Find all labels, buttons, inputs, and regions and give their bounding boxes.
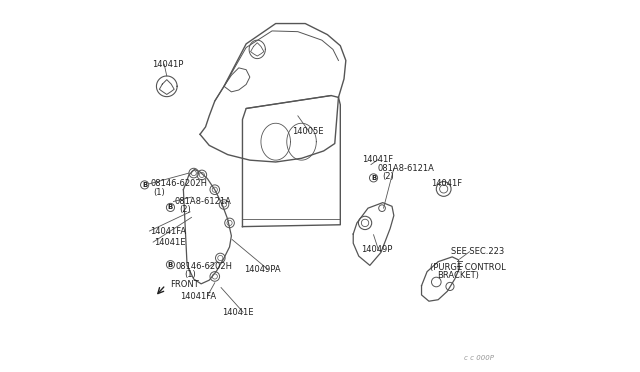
Text: B: B [142,182,147,188]
Text: (1): (1) [153,188,165,197]
Text: 14041FA: 14041FA [150,227,186,235]
Text: 14041F: 14041F [431,179,462,187]
Text: 14041P: 14041P [152,60,184,69]
Text: 14041F: 14041F [362,155,394,164]
Text: B: B [371,175,376,181]
Text: 08146-6202H: 08146-6202H [175,262,232,271]
Text: 14041E: 14041E [222,308,253,317]
Text: B: B [168,262,173,267]
Text: 14005E: 14005E [292,127,324,136]
Text: (2): (2) [179,205,191,215]
Circle shape [141,181,148,189]
Text: 14049P: 14049P [360,245,392,254]
Text: B: B [168,205,173,211]
Text: 14049PA: 14049PA [244,264,281,273]
Circle shape [166,260,175,269]
Text: 081A8-6121A: 081A8-6121A [377,164,434,173]
Text: (2): (2) [382,172,394,181]
Text: 14041E: 14041E [154,238,186,247]
Text: SEE SEC.223: SEE SEC.223 [451,247,504,256]
Text: FRONT: FRONT [170,280,199,289]
Text: 08146-6202H: 08146-6202H [150,179,207,188]
Text: BRACKET): BRACKET) [437,271,479,280]
Text: 081A8-6121A: 081A8-6121A [174,197,231,206]
Text: c c 000P: c c 000P [463,355,493,361]
Text: (PURGE CONTROL: (PURGE CONTROL [430,263,506,272]
Circle shape [166,203,175,211]
Text: 14041FA: 14041FA [180,292,216,301]
Circle shape [369,174,378,182]
Text: (1): (1) [184,270,196,279]
